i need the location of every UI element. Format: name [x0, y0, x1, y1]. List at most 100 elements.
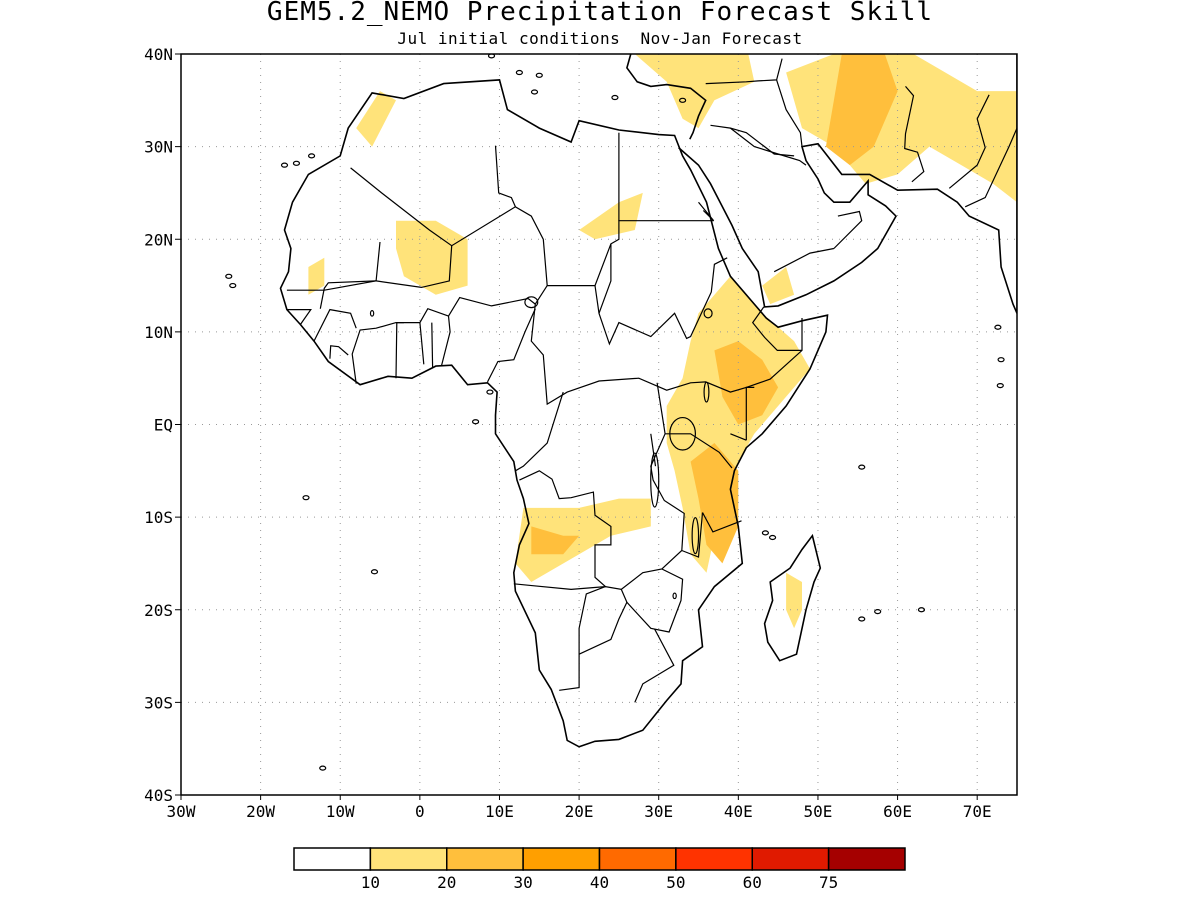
island-outline	[858, 464, 866, 470]
country-border	[329, 345, 349, 359]
island-outline	[535, 72, 543, 78]
skill-region-yemen	[762, 267, 795, 305]
skill-region-angola-core	[531, 526, 580, 555]
island-outline	[292, 160, 301, 166]
lake-outline	[524, 296, 539, 309]
island-outline	[229, 282, 237, 289]
lat-tick-label: 40N	[144, 45, 173, 64]
lat-tick-label: 20S	[144, 601, 173, 620]
lake-outline	[650, 452, 660, 508]
country-border	[948, 94, 990, 189]
lon-tick-label: 30W	[167, 802, 196, 821]
colorbar-swatch-7	[827, 847, 906, 871]
country-border	[681, 512, 704, 558]
country-border	[710, 124, 807, 166]
island-outline	[917, 607, 926, 613]
skill-region-senegal	[308, 257, 325, 295]
map-title: GEM5.2_NEMO Precipitation Forecast Skill	[266, 0, 934, 27]
country-border	[486, 308, 536, 383]
longitude-tick-labels: 30W 20W 10W 0 10E 20E 30E 40E 50E 60E 70E	[167, 795, 992, 821]
lake-outline	[369, 310, 375, 317]
country-border	[773, 247, 835, 273]
lake-outline	[703, 381, 710, 403]
country-border	[286, 309, 312, 325]
lon-tick-label: 50E	[803, 802, 832, 821]
country-border	[578, 602, 628, 655]
lon-tick-label: 20W	[246, 802, 275, 821]
asia-coastline	[626, 54, 1017, 314]
colorbar-swatch-0	[293, 847, 372, 871]
island-outline	[997, 357, 1005, 363]
country-border	[745, 386, 755, 441]
island-outline	[515, 69, 523, 76]
colorbar-label: 50	[666, 873, 685, 892]
country-border	[730, 127, 795, 157]
country-border	[701, 512, 742, 533]
country-border	[494, 145, 516, 208]
colorbar-label: 10	[361, 873, 380, 892]
africa-coastline	[279, 79, 829, 748]
skill-region-morocco-coast	[356, 91, 396, 147]
lat-tick-label: 30S	[144, 693, 173, 712]
island-outline	[486, 389, 494, 395]
island-outline	[280, 162, 289, 168]
country-border	[751, 306, 802, 351]
colorbar-label: 40	[590, 873, 609, 892]
lat-tick-label: 10N	[144, 323, 173, 342]
country-border	[351, 307, 451, 384]
lat-tick-label: 30N	[144, 138, 173, 157]
island-outline	[370, 569, 379, 575]
lat-tick-label: 10S	[144, 508, 173, 527]
skill-region-iran-central	[786, 54, 1017, 203]
country-border	[350, 167, 714, 287]
country-border	[656, 382, 666, 434]
colorbar-swatch-3	[522, 847, 601, 871]
country-border	[634, 628, 675, 703]
lon-tick-label: 10W	[326, 802, 355, 821]
colorbar-swatch-1	[369, 847, 448, 871]
country-border	[515, 391, 564, 472]
country-border	[513, 433, 733, 591]
latitude-tick-labels: 40N 30N 20N 10N EQ 10S 20S 30S 40S	[144, 45, 181, 805]
country-border	[598, 243, 612, 314]
lat-tick-label: 40S	[144, 786, 173, 805]
country-border	[419, 322, 425, 365]
island-outline	[302, 495, 310, 501]
lon-tick-label: 0	[415, 802, 425, 821]
skill-shading-layer	[308, 54, 1017, 629]
colorbar-swatch-2	[446, 847, 524, 871]
country-border	[594, 257, 728, 346]
skill-region-kenya-tanzania-core	[690, 443, 739, 564]
coastline-layer	[225, 54, 1017, 771]
lon-tick-label: 70E	[963, 802, 992, 821]
island-outline	[678, 97, 687, 103]
country-border	[313, 308, 357, 342]
country-border	[650, 433, 657, 467]
skill-region-madagascar	[786, 572, 802, 629]
skill-region-iran-core	[825, 54, 898, 166]
map-subtitle: Jul initial conditions Nov-Jan Forecast	[397, 29, 803, 48]
country-border	[447, 296, 536, 317]
country-border	[705, 58, 783, 85]
lon-tick-label: 60E	[883, 802, 912, 821]
lat-tick-label: 20N	[144, 230, 173, 249]
colorbar-label: 30	[513, 873, 532, 892]
country-border	[904, 86, 925, 183]
island-outline	[874, 609, 882, 615]
island-outline	[996, 382, 1004, 389]
colorbar-swatch-6	[751, 847, 830, 871]
lon-tick-label: 40E	[724, 802, 753, 821]
country-border	[620, 568, 684, 633]
island-outline	[471, 419, 480, 425]
colorbar-label: 20	[437, 873, 456, 892]
country-border	[376, 245, 453, 289]
island-outline	[307, 153, 316, 159]
lon-tick-label: 30E	[644, 802, 673, 821]
lake-outline	[672, 592, 677, 600]
island-outline	[994, 324, 1002, 330]
skill-region-angola-zambia	[515, 498, 651, 582]
island-outline	[611, 94, 619, 101]
lake-outline	[703, 308, 713, 319]
colorbar-label: 75	[819, 873, 838, 892]
